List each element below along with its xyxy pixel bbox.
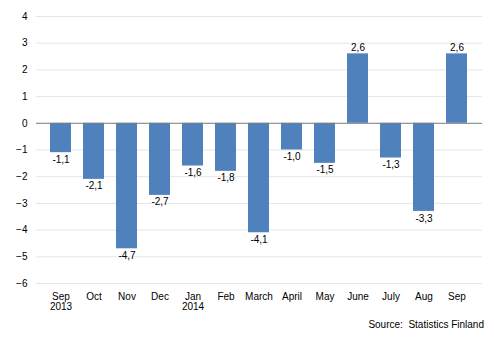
- svg-text:-1,5: -1,5: [316, 164, 334, 175]
- svg-text:−2: −2: [16, 171, 28, 182]
- svg-text:1: 1: [22, 91, 28, 102]
- svg-text:-4,7: -4,7: [118, 250, 136, 261]
- svg-text:4: 4: [22, 11, 28, 22]
- svg-text:Nov: Nov: [118, 291, 136, 302]
- svg-text:−5: −5: [16, 251, 28, 262]
- svg-text:-1,6: -1,6: [184, 167, 202, 178]
- svg-text:−1: −1: [16, 144, 28, 155]
- html-text:Source: Statistics Finland: Source: Statistics Finland: [368, 319, 484, 330]
- svg-text:Sep: Sep: [448, 291, 466, 302]
- svg-text:-4,1: -4,1: [250, 234, 268, 245]
- svg-text:June: June: [347, 291, 369, 302]
- svg-text:April: April: [282, 291, 302, 302]
- svg-text:Sep2013: Sep2013: [50, 291, 73, 312]
- svg-text:May: May: [316, 291, 335, 302]
- svg-text:-1,0: -1,0: [283, 151, 301, 162]
- svg-text:2,6: 2,6: [450, 42, 464, 53]
- svg-text:-1,8: -1,8: [217, 172, 235, 183]
- svg-text:Feb: Feb: [217, 291, 235, 302]
- svg-text:-2,1: -2,1: [85, 180, 103, 191]
- svg-text:Oct: Oct: [86, 291, 102, 302]
- svg-text:Jan2014: Jan2014: [182, 291, 205, 312]
- svg-text:Aug: Aug: [415, 291, 433, 302]
- svg-text:0: 0: [22, 118, 28, 129]
- svg-text:−3: −3: [16, 198, 28, 209]
- svg-text:March: March: [245, 291, 273, 302]
- svg-text:July: July: [382, 291, 400, 302]
- svg-text:2: 2: [22, 64, 28, 75]
- svg-text:−6: −6: [16, 278, 28, 289]
- svg-text:-1,1: -1,1: [52, 154, 70, 165]
- svg-text:−4: −4: [16, 224, 28, 235]
- svg-text:-3,3: -3,3: [415, 213, 433, 224]
- svg-text:3: 3: [22, 37, 28, 48]
- svg-text:Dec: Dec: [151, 291, 169, 302]
- svg-text:-1,3: -1,3: [382, 159, 400, 170]
- svg-text:-2,7: -2,7: [151, 196, 169, 207]
- svg-text:2,6: 2,6: [351, 42, 365, 53]
